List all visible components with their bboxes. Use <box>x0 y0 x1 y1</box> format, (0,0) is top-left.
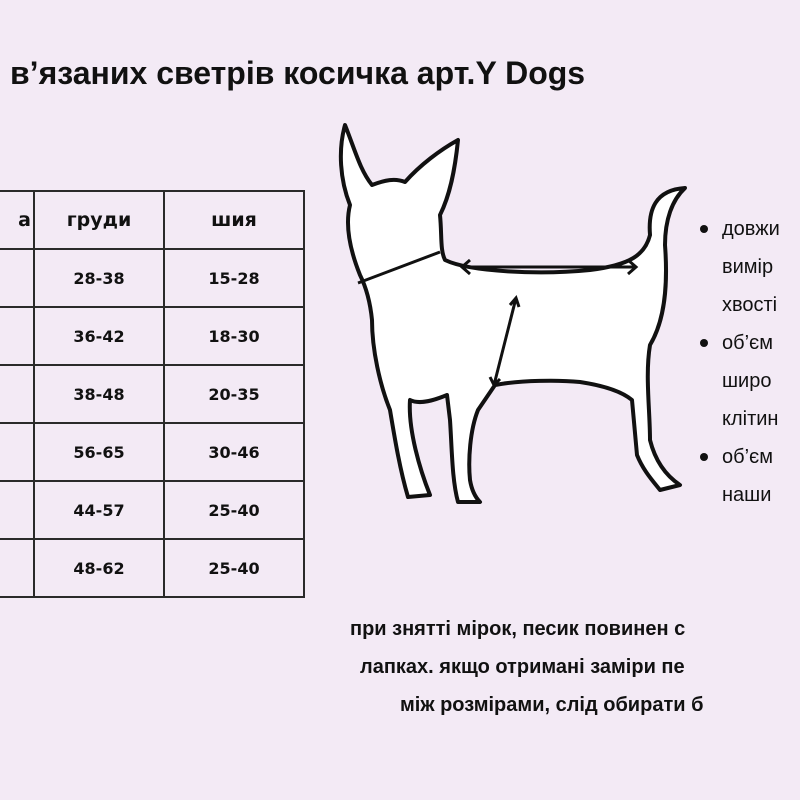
table-row: 38-48 20-35 <box>0 364 305 424</box>
cell-neck: 20-35 <box>163 364 305 424</box>
table-header-row: а груди шия <box>0 190 305 250</box>
table-row: 56-65 30-46 <box>0 422 305 482</box>
bullet-item: об’єм широ клітин <box>700 324 780 438</box>
bullet-line: клітин <box>722 408 779 430</box>
neck-measure-line <box>357 250 441 285</box>
cell-neck: 25-40 <box>163 538 305 598</box>
page-title: в’язаних светрів косичка арт.Y Dogs <box>10 55 586 91</box>
cell-neck: 18-30 <box>163 306 305 366</box>
bullet-icon <box>700 453 708 461</box>
cell <box>0 480 35 540</box>
bullet-line: об’єм <box>722 446 773 468</box>
table-row: 44-57 25-40 <box>0 480 305 540</box>
bullet-line: широ <box>722 370 772 392</box>
bullet-item: об’єм наши <box>700 438 780 514</box>
back-length-arrow <box>459 258 639 276</box>
cell-chest: 38-48 <box>33 364 165 424</box>
note-line: лапках. якщо отримані заміри пе <box>360 656 685 678</box>
table-row: 48-62 25-40 <box>0 538 305 598</box>
bullet-line: наши <box>722 484 772 506</box>
bullet-line: вимір <box>722 256 774 278</box>
cell-chest: 28-38 <box>33 248 165 308</box>
chest-girth-arrow <box>488 295 521 388</box>
column-header-chest: груди <box>33 190 165 250</box>
bullet-icon <box>700 225 708 233</box>
table-row: 36-42 18-30 <box>0 306 305 366</box>
bullet-line: довжи <box>722 218 780 240</box>
cell-neck: 15-28 <box>163 248 305 308</box>
cell <box>0 422 35 482</box>
bullet-line: хвості <box>722 294 778 316</box>
measurement-instructions: довжи вимір хвості об’єм широ клітин об’єм на… <box>700 210 780 514</box>
cell-neck: 30-46 <box>163 422 305 482</box>
cell <box>0 364 35 424</box>
note-line: між розмірами, слід обирати б <box>400 694 704 716</box>
cell-chest: 48-62 <box>33 538 165 598</box>
bullet-item: довжи вимір хвості <box>700 210 780 324</box>
note-line: при знятті мірок, песик повинен с <box>350 618 686 640</box>
cell-chest: 36-42 <box>33 306 165 366</box>
cell-chest: 56-65 <box>33 422 165 482</box>
dog-measurement-illustration <box>338 123 687 504</box>
column-header: а <box>0 190 35 250</box>
cell-neck: 25-40 <box>163 480 305 540</box>
column-header-neck: шия <box>163 190 305 250</box>
bullet-icon <box>700 339 708 347</box>
cell-chest: 44-57 <box>33 480 165 540</box>
size-table: а груди шия 28-38 15-28 36-42 18-30 38-48 2… <box>0 190 305 598</box>
bullet-line: об’єм <box>722 332 773 354</box>
cell <box>0 538 35 598</box>
cell <box>0 306 35 366</box>
table-row: 28-38 15-28 <box>0 248 305 308</box>
cell <box>0 248 35 308</box>
